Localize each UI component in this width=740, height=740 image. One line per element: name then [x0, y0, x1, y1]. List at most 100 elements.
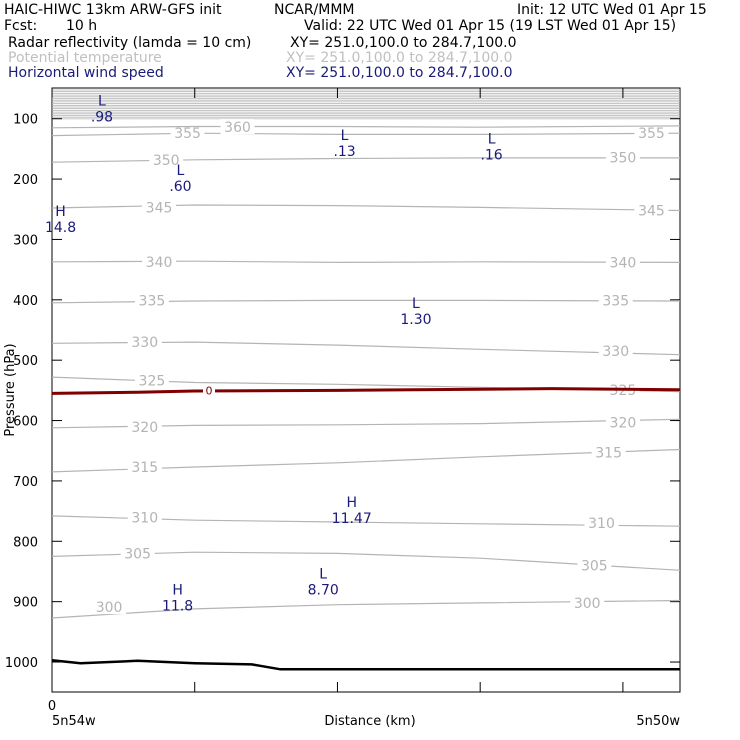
- theta-label-340: 340: [610, 255, 637, 271]
- theta-label-305: 305: [581, 558, 608, 574]
- wind-extremum-value: 11.47: [332, 511, 372, 527]
- theta-label-335: 335: [139, 293, 166, 309]
- ytick-label: 200: [13, 173, 38, 188]
- theta-label-bg: [134, 292, 169, 308]
- ytick-label: 700: [13, 475, 38, 490]
- y-axis-label: Pressure (hPa): [3, 343, 18, 436]
- init-time: Init: 12 UTC Wed 01 Apr 15: [517, 2, 707, 18]
- wind-extremum-value: 11.8: [162, 599, 193, 615]
- theta-label-bg: [127, 459, 162, 475]
- field-name-reflectivity: Radar reflectivity (lamda = 10 cm): [8, 35, 252, 51]
- theta-label-340: 340: [146, 255, 173, 271]
- ytick-label: 400: [13, 294, 38, 309]
- field-xy-theta: XY= 251.0,100.0 to 284.7,100.0: [286, 50, 513, 66]
- theta-label-330: 330: [602, 344, 629, 360]
- theta-label-360: 360: [224, 120, 251, 136]
- theta-contour-355: [51, 132, 681, 137]
- wind-extremum-value: 14.8: [45, 220, 76, 236]
- theta-label-bg: [605, 149, 640, 165]
- plot-frame: [51, 87, 681, 693]
- wind-extremum-high-marker: H: [346, 495, 357, 511]
- theta-label-bg: [598, 343, 633, 359]
- theta-label-bg: [605, 414, 640, 430]
- theta-label-bg: [634, 125, 669, 141]
- theta-label-bg: [127, 419, 162, 435]
- theta-label-bg: [220, 119, 255, 135]
- theta-label-bg: [142, 253, 177, 269]
- wind-extremum-high-marker: H: [55, 204, 66, 220]
- field-name-wind: Horizontal wind speed: [8, 65, 164, 81]
- x-axis-label: Distance (km): [324, 714, 415, 729]
- freezing-label-bg: [203, 384, 215, 397]
- theta-label-325: 325: [139, 374, 166, 390]
- ytick-label: 500: [13, 354, 38, 369]
- wind-extremum-high-marker: H: [172, 583, 183, 599]
- freezing-level-label: 0: [206, 384, 213, 397]
- theta-label-350: 350: [610, 150, 637, 166]
- wind-extremum-value: .98: [91, 110, 113, 126]
- theta-label-320: 320: [131, 420, 158, 436]
- theta-label-bg: [120, 545, 155, 561]
- ytick-label: 1000: [5, 656, 38, 671]
- wind-extremum-value: 8.70: [308, 582, 339, 598]
- wind-extremum-low-marker: L: [319, 566, 327, 582]
- ytick-label: 300: [13, 233, 38, 248]
- theta-label-310: 310: [588, 516, 615, 532]
- section-end-label: 5n50w: [636, 714, 680, 729]
- theta-label-320: 320: [610, 415, 637, 431]
- x-zero-label: 0: [48, 699, 56, 714]
- wind-extremum-low-marker: L: [341, 128, 349, 144]
- wind-extremum-value: .60: [169, 179, 191, 195]
- theta-label-305: 305: [124, 546, 151, 562]
- theta-label-345: 345: [146, 200, 173, 216]
- wind-extremum-value: .16: [480, 148, 502, 164]
- theta-label-350: 350: [153, 153, 180, 169]
- ytick-label: 100: [13, 113, 38, 128]
- theta-label-330: 330: [131, 335, 158, 351]
- ytick-label: 800: [13, 535, 38, 550]
- theta-label-bg: [127, 334, 162, 350]
- theta-label-355: 355: [174, 126, 201, 142]
- theta-label-bg: [570, 594, 605, 610]
- theta-label-bg: [584, 515, 619, 531]
- field-xy-reflectivity: XY= 251.0,100.0 to 284.7,100.0: [290, 35, 517, 51]
- theta-label-300: 300: [96, 600, 123, 616]
- wind-extremum-low-marker: L: [98, 94, 106, 110]
- wind-extremum-low-marker: L: [412, 296, 420, 312]
- forecast-label: Fcst:: [4, 18, 38, 34]
- theta-label-bg: [134, 372, 169, 388]
- org-label: NCAR/MMM: [274, 2, 355, 18]
- section-start-label: 5n54w: [52, 714, 96, 729]
- valid-time: Valid: 22 UTC Wed 01 Apr 15 (19 LST Wed …: [304, 18, 677, 34]
- theta-label-bg: [634, 202, 669, 218]
- theta-label-bg: [577, 557, 612, 573]
- theta-label-315: 315: [595, 446, 622, 462]
- theta-label-bg: [170, 125, 205, 141]
- theta-label-300: 300: [574, 596, 601, 612]
- ytick-label: 600: [13, 415, 38, 430]
- ytick-label: 900: [13, 596, 38, 611]
- theta-label-bg: [127, 509, 162, 525]
- theta-label-355: 355: [638, 126, 665, 142]
- theta-contour-360: [51, 125, 681, 129]
- theta-label-315: 315: [131, 460, 158, 476]
- theta-label-bg: [142, 199, 177, 215]
- theta-label-bg: [92, 599, 127, 615]
- wind-extremum-value: 1.30: [400, 312, 431, 328]
- wind-extremum-low-marker: L: [488, 132, 496, 148]
- model-title: HAIC-HIWC 13km ARW-GFS init: [4, 2, 222, 18]
- theta-label-bg: [605, 254, 640, 270]
- wind-extremum-low-marker: L: [177, 163, 185, 179]
- theta-label-bg: [598, 292, 633, 308]
- theta-label-bg: [149, 151, 184, 167]
- theta-contour-300: [51, 599, 681, 619]
- theta-label-345: 345: [638, 203, 665, 219]
- field-name-theta: Potential temperature: [8, 50, 162, 66]
- freezing-level-line: [51, 387, 681, 395]
- theta-label-bg: [591, 444, 626, 460]
- theta-label-310: 310: [131, 511, 158, 527]
- theta-label-335: 335: [602, 293, 629, 309]
- forecast-value: 10 h: [66, 18, 98, 34]
- wind-extremum-value: .13: [333, 144, 355, 160]
